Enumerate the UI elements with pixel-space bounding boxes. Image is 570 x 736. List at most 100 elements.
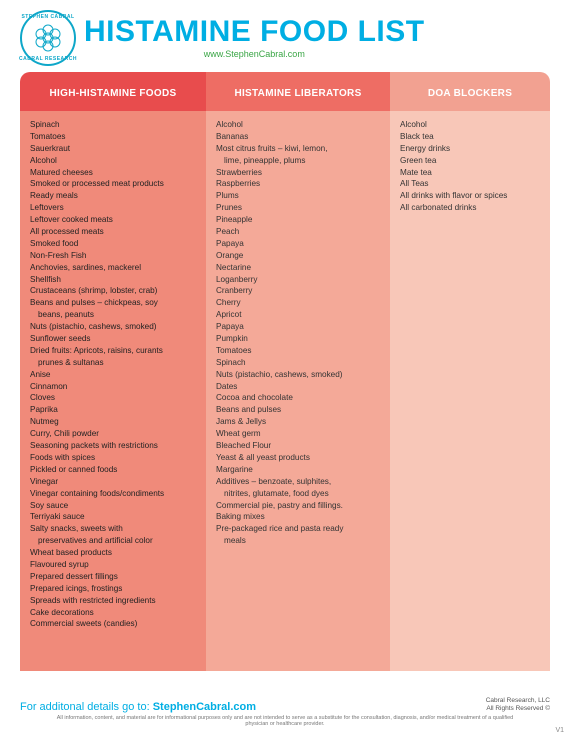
list-item: prunes & sultanas bbox=[30, 357, 198, 369]
list-item: Loganberry bbox=[216, 274, 382, 286]
list-item: Ready meals bbox=[30, 190, 198, 202]
list-item: Smoked or processed meat products bbox=[30, 178, 198, 190]
list-item: Smoked food bbox=[30, 238, 198, 250]
list-item: Bananas bbox=[216, 131, 382, 143]
footer-right: Cabral Research, LLC All Rights Reserved… bbox=[486, 697, 550, 713]
list-item: Beans and pulses bbox=[216, 404, 382, 416]
list-item: Sauerkraut bbox=[30, 143, 198, 155]
list-item: Bleached Flour bbox=[216, 440, 382, 452]
footer-cta-prefix: For additonal details go to: bbox=[20, 701, 153, 713]
list-item: Nuts (pistachio, cashews, smoked) bbox=[30, 321, 198, 333]
list-item: Flavoured syrup bbox=[30, 559, 198, 571]
footer: For additonal details go to: StephenCabr… bbox=[20, 693, 550, 728]
list-item: Salty snacks, sweets with bbox=[30, 523, 198, 535]
list-item: Curry, Chili powder bbox=[30, 428, 198, 440]
version-label: V1 bbox=[555, 727, 564, 734]
list-item: beans, peanuts bbox=[30, 309, 198, 321]
list-item: preservatives and artificial color bbox=[30, 535, 198, 547]
list-item: Orange bbox=[216, 250, 382, 262]
list-item: lime, pineapple, plums bbox=[216, 155, 382, 167]
list-item: Vinegar containing foods/condiments bbox=[30, 488, 198, 500]
list-item: Strawberries bbox=[216, 167, 382, 179]
list-item: Pickled or canned foods bbox=[30, 464, 198, 476]
list-item: Alcohol bbox=[216, 119, 382, 131]
list-item: Sunflower seeds bbox=[30, 333, 198, 345]
list-item: Baking mixes bbox=[216, 511, 382, 523]
list-item: Leftovers bbox=[30, 202, 198, 214]
list-item: Cocoa and chocolate bbox=[216, 392, 382, 404]
list-item: Yeast & all yeast products bbox=[216, 452, 382, 464]
title-block: HISTAMINE FOOD LIST www.StephenCabral.co… bbox=[84, 17, 425, 59]
main-title: HISTAMINE FOOD LIST bbox=[84, 17, 425, 47]
list-item: Non-Fresh Fish bbox=[30, 250, 198, 262]
list-item: Prunes bbox=[216, 202, 382, 214]
list-item: Wheat based products bbox=[30, 547, 198, 559]
list-item: Terriyaki sauce bbox=[30, 511, 198, 523]
list-item: Cinnamon bbox=[30, 381, 198, 393]
logo-bottom-text: CABRAL RESEARCH bbox=[19, 56, 77, 62]
list-item: Pineapple bbox=[216, 214, 382, 226]
footer-cta: For additonal details go to: StephenCabr… bbox=[20, 701, 256, 713]
list-item: Black tea bbox=[400, 131, 542, 143]
footer-cta-site: StephenCabral.com bbox=[153, 701, 256, 713]
list-item: Paprika bbox=[30, 404, 198, 416]
list-item: Nectarine bbox=[216, 262, 382, 274]
list-item: meals bbox=[216, 535, 382, 547]
list-item: Cherry bbox=[216, 297, 382, 309]
list-item: Seasoning packets with restrictions bbox=[30, 440, 198, 452]
list-item: Leftover cooked meats bbox=[30, 214, 198, 226]
list-item: Beans and pulses – chickpeas, soy bbox=[30, 297, 198, 309]
list-item: Vinegar bbox=[30, 476, 198, 488]
header: STEPHEN CABRAL CABRAL RESEARCH HI bbox=[20, 10, 550, 66]
page: STEPHEN CABRAL CABRAL RESEARCH HI bbox=[0, 0, 570, 736]
list-item: Nutmeg bbox=[30, 416, 198, 428]
list-item: Additives – benzoate, sulphites, bbox=[216, 476, 382, 488]
list-item: Pre-packaged rice and pasta ready bbox=[216, 523, 382, 535]
list-item: Spreads with restricted ingredients bbox=[30, 595, 198, 607]
list-item: Matured cheeses bbox=[30, 167, 198, 179]
list-item: Mate tea bbox=[400, 167, 542, 179]
list-item: Wheat germ bbox=[216, 428, 382, 440]
list-item: Dried fruits: Apricots, raisins, curants bbox=[30, 345, 198, 357]
logo-top-text: STEPHEN CABRAL bbox=[21, 14, 74, 20]
column-3-body: AlcoholBlack teaEnergy drinksGreen teaMa… bbox=[390, 111, 550, 671]
column-1-header: HIGH-HISTAMINE FOODS bbox=[20, 72, 206, 111]
list-item: All drinks with flavor or spices bbox=[400, 190, 542, 202]
column-histamine-liberators: HISTAMINE LIBERATORS AlcoholBananasMost … bbox=[206, 72, 390, 671]
logo: STEPHEN CABRAL CABRAL RESEARCH bbox=[20, 10, 76, 66]
list-item: Cranberry bbox=[216, 285, 382, 297]
list-item: Margarine bbox=[216, 464, 382, 476]
list-item: Papaya bbox=[216, 321, 382, 333]
food-table: HIGH-HISTAMINE FOODS SpinachTomatoesSaue… bbox=[20, 72, 550, 671]
list-item: Commercial sweets (candies) bbox=[30, 618, 198, 630]
list-item: Raspberries bbox=[216, 178, 382, 190]
list-item: Pumpkin bbox=[216, 333, 382, 345]
list-item: All Teas bbox=[400, 178, 542, 190]
list-item: Apricot bbox=[216, 309, 382, 321]
footer-line: For additonal details go to: StephenCabr… bbox=[20, 693, 550, 713]
list-item: Tomatoes bbox=[216, 345, 382, 357]
footer-company: Cabral Research, LLC bbox=[486, 697, 550, 705]
list-item: Soy sauce bbox=[30, 500, 198, 512]
list-item: Foods with spices bbox=[30, 452, 198, 464]
list-item: Dates bbox=[216, 381, 382, 393]
list-item: Anchovies, sardines, mackerel bbox=[30, 262, 198, 274]
list-item: Plums bbox=[216, 190, 382, 202]
column-1-body: SpinachTomatoesSauerkrautAlcoholMatured … bbox=[20, 111, 206, 671]
list-item: Crustaceans (shrimp, lobster, crab) bbox=[30, 285, 198, 297]
footer-rights: All Rights Reserved © bbox=[486, 705, 550, 713]
list-item: Spinach bbox=[30, 119, 198, 131]
list-item: Alcohol bbox=[30, 155, 198, 167]
subtitle-url: www.StephenCabral.com bbox=[204, 49, 305, 59]
list-item: Prepared icings, frostings bbox=[30, 583, 198, 595]
list-item: Cake decorations bbox=[30, 607, 198, 619]
list-item: Tomatoes bbox=[30, 131, 198, 143]
list-item: Spinach bbox=[216, 357, 382, 369]
list-item: Shellfish bbox=[30, 274, 198, 286]
list-item: Cloves bbox=[30, 392, 198, 404]
list-item: Alcohol bbox=[400, 119, 542, 131]
column-3-header: DOA BLOCKERS bbox=[390, 72, 550, 111]
list-item: Commercial pie, pastry and fillings. bbox=[216, 500, 382, 512]
column-2-header: HISTAMINE LIBERATORS bbox=[206, 72, 390, 111]
column-doa-blockers: DOA BLOCKERS AlcoholBlack teaEnergy drin… bbox=[390, 72, 550, 671]
